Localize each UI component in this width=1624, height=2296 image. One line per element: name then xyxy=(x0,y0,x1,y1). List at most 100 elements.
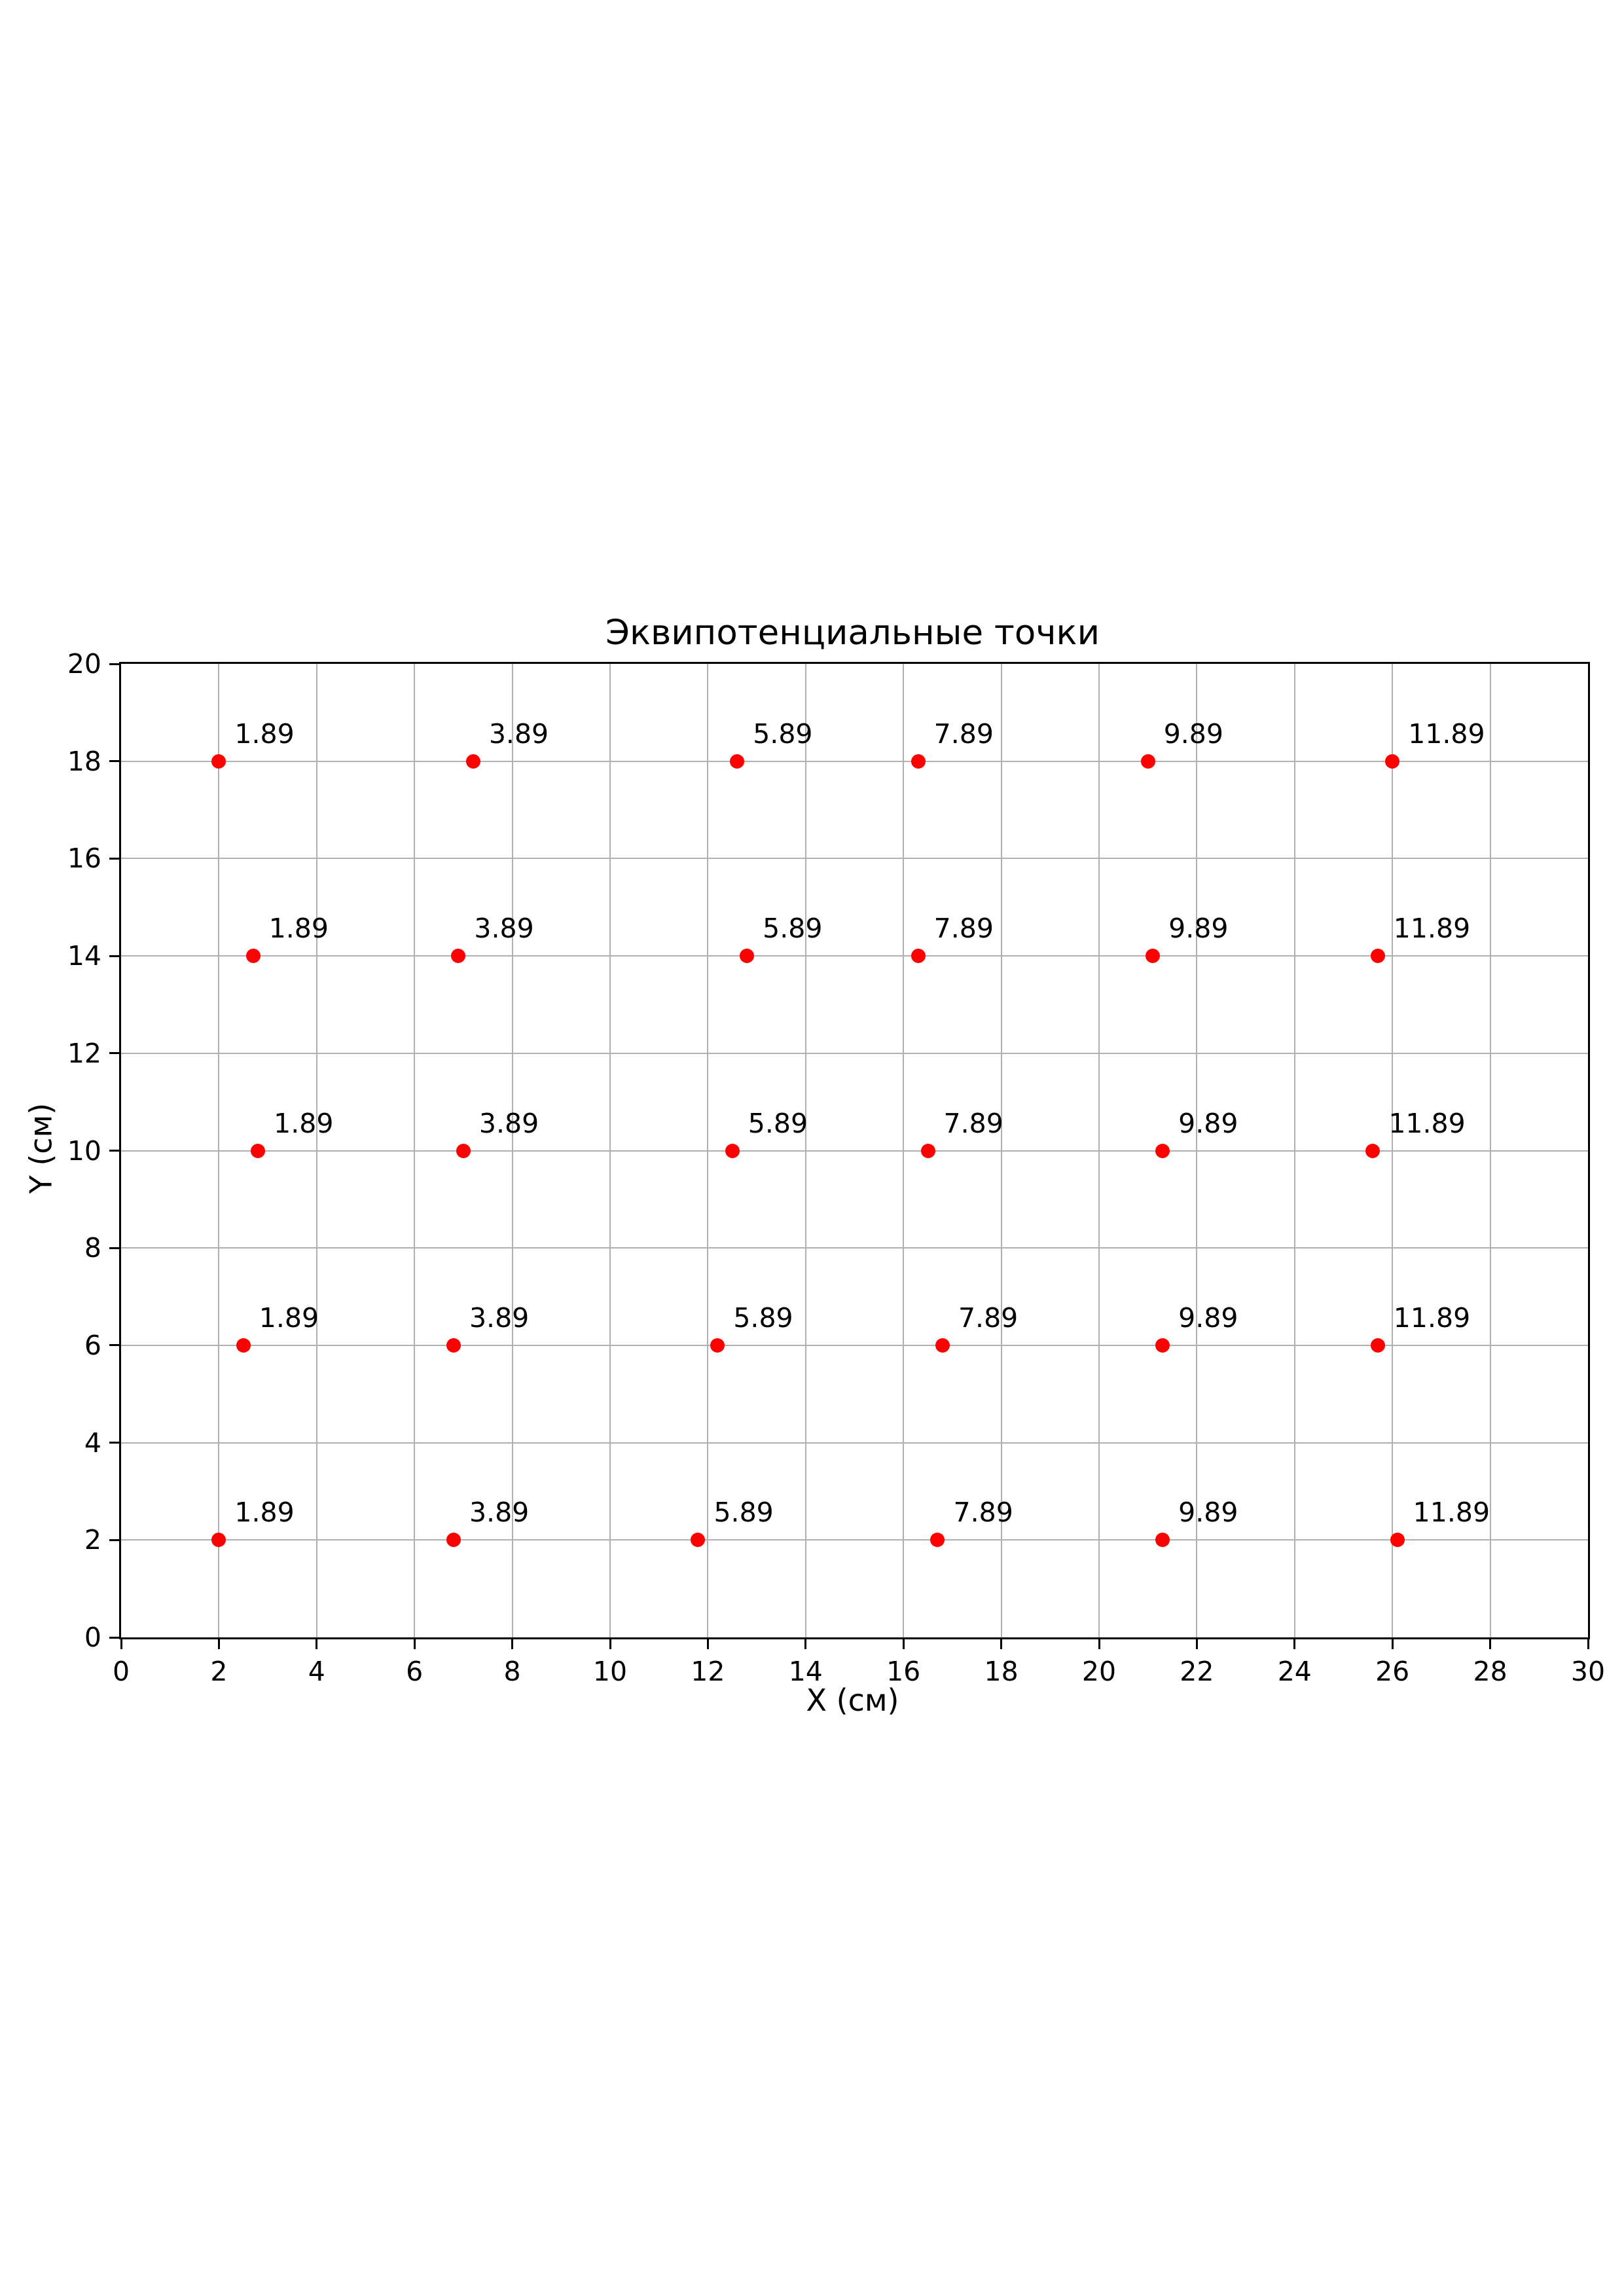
point-label: 3.89 xyxy=(469,1497,530,1529)
chart-title: Эквипотенциальные точки xyxy=(605,613,1100,653)
x-axis-tick xyxy=(804,1639,807,1649)
point-label: 11.89 xyxy=(1393,913,1471,945)
point-label: 11.89 xyxy=(1408,718,1485,750)
data-point xyxy=(446,1338,461,1353)
plot-area: 0 2 4 6 8 10 12 14 16 18 20 22 24 26 28 30 0 2 4 6 8 10 12 14 16… xyxy=(67,651,1605,1685)
y-gridline xyxy=(121,1539,1588,1541)
data-point xyxy=(456,1143,471,1158)
x-axis-tick xyxy=(217,1639,220,1649)
data-point xyxy=(1140,754,1155,769)
point-label: 1.89 xyxy=(268,913,329,945)
y-tick-label: 2 xyxy=(84,1524,101,1556)
point-label: 9.89 xyxy=(1178,1107,1238,1139)
x-axis-tick xyxy=(1293,1639,1296,1649)
data-point xyxy=(465,754,480,769)
point-label: 1.89 xyxy=(234,718,295,750)
point-label: 11.89 xyxy=(1393,1302,1471,1334)
y-gridline xyxy=(121,1247,1588,1249)
y-axis-tick xyxy=(109,1344,119,1347)
x-tick-label: 20 xyxy=(1081,1656,1117,1687)
point-label: 1.89 xyxy=(234,1497,295,1529)
y-axis-tick xyxy=(109,1539,119,1541)
y-gridline xyxy=(121,1442,1588,1444)
point-label: 5.89 xyxy=(763,913,823,945)
y-tick-label: 10 xyxy=(67,1135,101,1167)
point-label: 9.89 xyxy=(1163,718,1223,750)
y-tick-label: 4 xyxy=(84,1427,101,1459)
data-point xyxy=(1365,1143,1380,1158)
point-label: 7.89 xyxy=(953,1497,1013,1529)
data-point xyxy=(730,754,745,769)
point-label: 9.89 xyxy=(1178,1302,1238,1334)
data-point xyxy=(1155,1533,1170,1548)
data-point xyxy=(1146,949,1161,964)
x-axis-tick xyxy=(1489,1639,1492,1649)
data-point xyxy=(1370,949,1385,964)
x-axis-tick xyxy=(316,1639,318,1649)
y-axis-tick xyxy=(109,857,119,860)
point-label: 7.89 xyxy=(958,1302,1019,1334)
y-gridline xyxy=(121,760,1588,762)
y-axis-tick xyxy=(109,1636,119,1639)
x-axis-tick xyxy=(706,1639,709,1649)
point-label: 11.89 xyxy=(1388,1107,1466,1139)
y-axis-tick xyxy=(109,760,119,763)
point-label: 5.89 xyxy=(733,1302,793,1334)
data-point xyxy=(911,754,926,769)
data-point xyxy=(211,1533,226,1548)
point-label: 3.89 xyxy=(469,1302,530,1334)
data-point xyxy=(1370,1338,1385,1353)
point-label: 1.89 xyxy=(274,1107,334,1139)
y-tick-label: 12 xyxy=(67,1037,101,1069)
x-tick-label: 10 xyxy=(592,1656,628,1687)
x-tick-label: 22 xyxy=(1180,1656,1214,1687)
data-point xyxy=(251,1143,266,1158)
y-gridline xyxy=(121,955,1588,957)
data-point xyxy=(725,1143,740,1158)
y-gridline xyxy=(121,1150,1588,1152)
x-tick-label: 6 xyxy=(406,1656,424,1687)
point-label: 7.89 xyxy=(933,718,994,750)
data-point xyxy=(211,754,226,769)
point-label: 3.89 xyxy=(488,718,549,750)
data-point xyxy=(1385,754,1400,769)
point-label: 9.89 xyxy=(1178,1497,1238,1529)
data-point xyxy=(930,1533,945,1548)
y-tick-label: 6 xyxy=(84,1329,101,1361)
y-axis-tick xyxy=(109,1052,119,1055)
point-label: 5.89 xyxy=(748,1107,808,1139)
y-tick-label: 16 xyxy=(67,843,101,875)
x-axis-tick xyxy=(609,1639,611,1649)
x-tick-label: 2 xyxy=(210,1656,228,1687)
x-tick-label: 12 xyxy=(691,1656,725,1687)
x-tick-label: 18 xyxy=(984,1656,1019,1687)
point-label: 5.89 xyxy=(713,1497,774,1529)
x-axis-tick xyxy=(1098,1639,1100,1649)
x-axis-tick xyxy=(1587,1639,1589,1649)
point-label: 9.89 xyxy=(1168,913,1229,945)
data-point xyxy=(446,1533,461,1548)
y-axis-label: Y (см) xyxy=(23,1102,59,1194)
x-axis-tick xyxy=(1000,1639,1003,1649)
data-point xyxy=(1155,1143,1170,1158)
y-gridline xyxy=(121,1344,1588,1346)
x-tick-label: 24 xyxy=(1277,1656,1312,1687)
data-point xyxy=(236,1338,251,1353)
data-point xyxy=(710,1338,725,1353)
x-axis-label: X (см) xyxy=(806,1683,899,1718)
y-gridline xyxy=(121,1052,1588,1054)
x-tick-label: 30 xyxy=(1570,1656,1606,1687)
data-point xyxy=(911,949,926,964)
y-axis-tick xyxy=(109,1150,119,1152)
y-tick-label: 0 xyxy=(84,1622,101,1653)
y-axis-tick xyxy=(109,1442,119,1444)
x-tick-label: 14 xyxy=(788,1656,823,1687)
x-axis-tick xyxy=(902,1639,905,1649)
x-tick-label: 26 xyxy=(1375,1656,1410,1687)
x-tick-label: 28 xyxy=(1473,1656,1507,1687)
data-point xyxy=(1390,1533,1405,1548)
data-point xyxy=(451,949,466,964)
data-point xyxy=(1155,1338,1170,1353)
data-point xyxy=(740,949,755,964)
